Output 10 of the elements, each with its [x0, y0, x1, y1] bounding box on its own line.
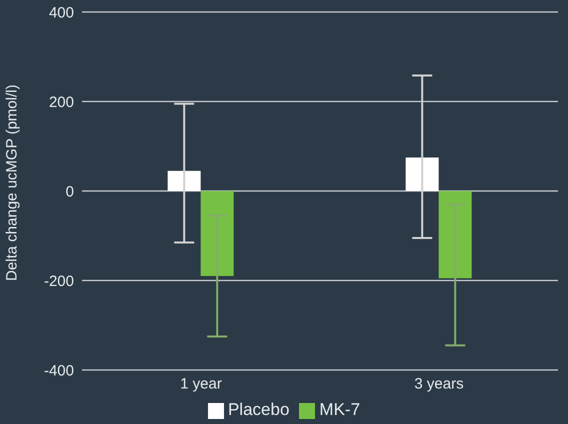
y-tick-label: 200 — [48, 94, 74, 111]
y-tick-label: 0 — [66, 183, 74, 200]
legend-label: Placebo — [228, 400, 290, 419]
legend-label: MK-7 — [319, 400, 360, 419]
x-tick-label: 3 years — [414, 376, 464, 393]
y-axis-title: Delta change ucMGP (pmol/l) — [3, 84, 20, 281]
y-tick-label: -200 — [44, 272, 74, 290]
x-tick-label: 1 year — [180, 376, 222, 393]
y-tick-label: -400 — [44, 362, 74, 380]
y-tick-label: 400 — [48, 4, 74, 22]
